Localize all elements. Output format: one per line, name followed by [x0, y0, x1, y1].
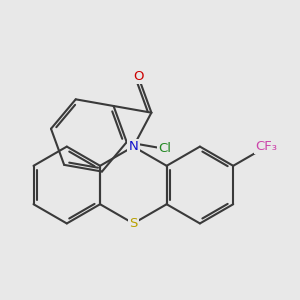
- Text: N: N: [128, 140, 138, 153]
- Text: S: S: [129, 217, 137, 230]
- Text: O: O: [133, 70, 143, 83]
- Text: Cl: Cl: [158, 142, 171, 155]
- Text: CF₃: CF₃: [256, 140, 278, 153]
